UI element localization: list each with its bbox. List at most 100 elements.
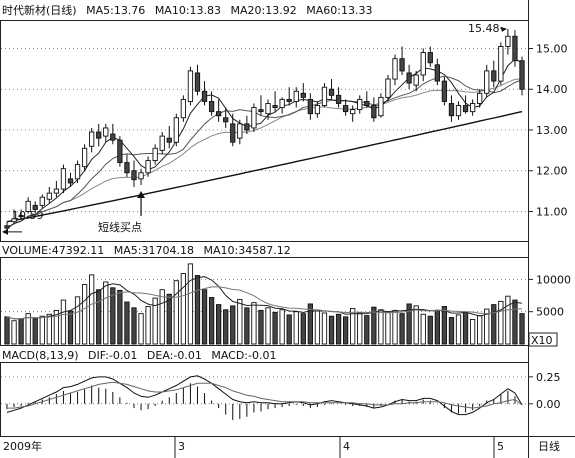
volume-bar (469, 318, 476, 345)
price-tick-label: 12.00 (536, 165, 568, 178)
volume-bar (314, 310, 321, 345)
volume-bar (519, 313, 525, 345)
dif-label: DIF:-0.01 (88, 349, 137, 362)
volume-bar (230, 305, 236, 345)
volume-bar (378, 309, 384, 345)
ma60-line (6, 110, 523, 223)
volume-bar (258, 309, 264, 345)
volume-bar (60, 299, 67, 345)
price-header: 时代新材(日线) MA5:13.76 MA10:13.83 MA20:13.92… (2, 3, 372, 17)
volume-bar (244, 307, 250, 345)
candle-up (74, 164, 81, 180)
volume-bar (159, 289, 165, 345)
candle-up (469, 103, 476, 113)
candle-down (32, 204, 38, 210)
candle-down (223, 117, 229, 123)
volume-bar (265, 307, 271, 345)
candle-down (201, 90, 208, 102)
volume-bar (455, 314, 462, 345)
buy-arrow-head (137, 190, 146, 198)
macd-header: MACD(8,13,9) DIF:-0.01 DEA:-0.01 MACD:-0… (2, 349, 276, 362)
candle-up (378, 96, 384, 117)
volume-bar (406, 303, 412, 345)
volume-bar (385, 311, 391, 345)
candle-down (230, 123, 236, 143)
vol-ma5-label: MA5:31704.18 (114, 244, 194, 257)
macd-panel-frame (0, 362, 529, 437)
candle-up (484, 70, 490, 94)
ma5-label: MA5:13.76 (86, 4, 145, 17)
volume-unit-box (528, 332, 558, 347)
candle-up (237, 123, 243, 139)
volume-bar (103, 281, 109, 345)
x-axis-label: 3 (178, 440, 185, 453)
volume-bar (67, 310, 74, 345)
candle-down (328, 88, 335, 96)
candle-up (25, 200, 31, 212)
candle-up (455, 105, 462, 117)
candle-down (258, 109, 264, 113)
candle-down (272, 105, 278, 109)
candle-up (477, 92, 483, 104)
x-axis-label: 5 (497, 440, 504, 453)
candle-down (244, 123, 250, 131)
candle-up (357, 98, 363, 111)
candle-up (350, 109, 356, 115)
axes: 15.00 14.00 13.00 12.00 11.00 10000 5000 X10 0.2… (3, 42, 571, 458)
volume-bar (505, 295, 511, 345)
candle-down (286, 98, 292, 102)
volume-unit-label: X10 (531, 334, 553, 347)
volume-bar (18, 318, 24, 345)
candle-up (392, 58, 398, 80)
candle-down (216, 111, 222, 117)
volume-bar (11, 320, 17, 345)
candle-down (194, 72, 201, 92)
candle-down (166, 137, 172, 143)
volume-bar (279, 309, 285, 345)
volume-bar (74, 296, 81, 345)
volume-bar (512, 299, 518, 345)
candle-down (18, 215, 24, 218)
volume-bar (272, 311, 278, 345)
candle-up (173, 117, 179, 143)
x-axis-label: 2009年 (3, 439, 42, 453)
volume-bar (307, 303, 313, 345)
candle-up (11, 218, 17, 223)
candle-up (314, 105, 321, 115)
candle-up (251, 107, 257, 129)
candle-down (124, 162, 130, 174)
volume-bar (434, 309, 440, 345)
volume-bar (371, 306, 377, 345)
volume-bar (223, 309, 229, 345)
volume-bar (39, 315, 45, 345)
volume-bar (89, 274, 95, 345)
candle-up (321, 86, 328, 106)
price-tick-label: 15.00 (536, 42, 568, 55)
candle-up (293, 90, 299, 102)
ma20-label: MA20:13.92 (231, 4, 297, 17)
candle-down (96, 131, 102, 139)
candle-down (448, 103, 455, 117)
candle-up (159, 135, 165, 151)
buy-point-label: 短线买点 (98, 220, 142, 234)
candle-up (385, 78, 391, 98)
volume-bar (173, 280, 179, 345)
candle-down (406, 72, 412, 84)
candle-up (39, 196, 45, 206)
candle-down (4, 225, 10, 229)
candle-down (342, 105, 349, 113)
volume-bar (96, 289, 102, 345)
volume-bar (194, 275, 201, 345)
volume-tick-label: 10000 (536, 273, 571, 286)
volume-bar (350, 308, 356, 345)
ma20-line (6, 78, 523, 229)
volume-bar (462, 311, 469, 345)
candle-up (180, 98, 187, 119)
macd-value-label: MACD:-0.01 (211, 349, 276, 362)
volume-label: VOLUME:47392.11 (2, 244, 104, 257)
ma60-label: MA60:13.33 (306, 4, 372, 17)
candle-down (335, 94, 342, 104)
candle-down (131, 170, 137, 181)
candle-down (512, 35, 518, 62)
volume-bar (152, 297, 158, 345)
